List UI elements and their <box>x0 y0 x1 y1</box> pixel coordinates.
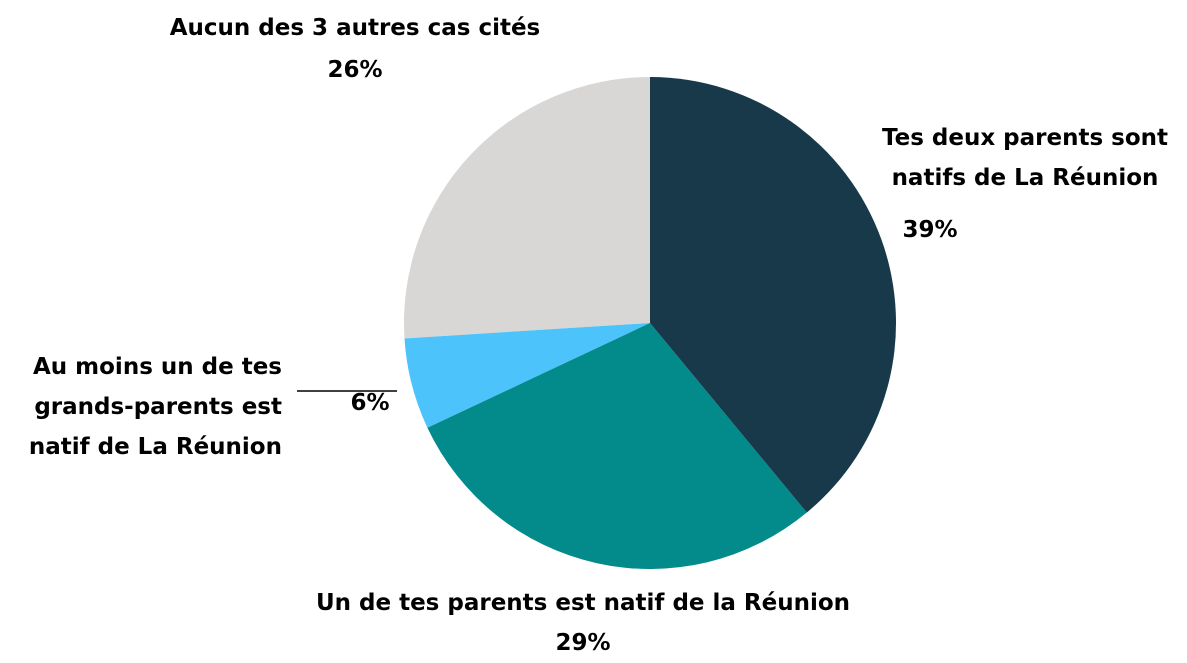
pie-slice <box>650 77 896 513</box>
category-label: Au moins un de tes grands-parents est na… <box>28 354 282 460</box>
pie-slice <box>403 77 650 339</box>
value-label: 26% <box>327 57 383 83</box>
category-label: Tes deux parents sont natifs de La Réuni… <box>881 125 1169 191</box>
value-label: 6% <box>350 390 390 416</box>
category-label: Un de tes parents est natif de la Réunio… <box>315 590 851 616</box>
value-label: 29% <box>555 630 611 656</box>
category-label: Aucun des 3 autres cas cités <box>169 15 541 41</box>
pie-slice <box>404 323 650 428</box>
pie-slice <box>427 323 807 569</box>
value-label: 39% <box>902 217 958 243</box>
